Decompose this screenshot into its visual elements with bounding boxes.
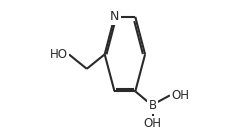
Text: OH: OH <box>171 89 189 102</box>
Text: OH: OH <box>143 117 162 130</box>
Text: HO: HO <box>50 48 68 61</box>
Text: N: N <box>110 10 119 23</box>
Text: B: B <box>149 99 157 112</box>
